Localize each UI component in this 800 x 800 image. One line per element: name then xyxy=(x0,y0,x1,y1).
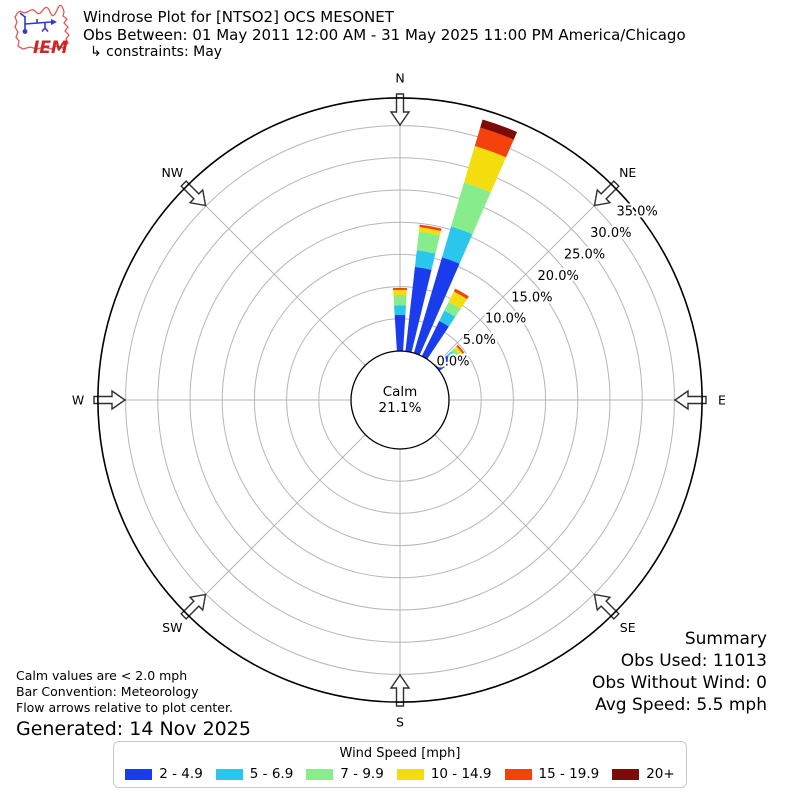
windrose-bar-segment xyxy=(453,288,469,300)
legend-entry: 5 - 6.9 xyxy=(215,766,294,782)
legend-label: 7 - 9.9 xyxy=(340,766,384,782)
legend-entry: 15 - 19.9 xyxy=(504,766,600,782)
windrose-bar-segment xyxy=(405,266,432,353)
compass-label-NE: NE xyxy=(619,165,636,180)
note-arrows: Flow arrows relative to plot center. xyxy=(16,700,233,715)
grid-spoke-SE xyxy=(434,434,614,614)
plot-constraints: ↳ constraints: May xyxy=(90,44,223,60)
legend-label: 20+ xyxy=(646,766,675,782)
windrose-bar-segment xyxy=(421,320,449,360)
legend-swatch xyxy=(504,768,532,780)
windrose-bar-segment xyxy=(416,231,440,254)
windrose-bar-segment xyxy=(474,127,514,158)
legend-swatch xyxy=(612,768,640,780)
grid-spoke-SW xyxy=(186,434,366,614)
notes: Calm values are < 2.0 mph Bar Convention… xyxy=(16,668,251,741)
windrose-bar-segment xyxy=(414,250,436,270)
legend-entry: 2 - 4.9 xyxy=(125,766,203,782)
summary-title: Summary xyxy=(684,629,767,649)
legend-swatch xyxy=(306,768,334,780)
ring-label: 5.0% xyxy=(463,333,496,348)
legend-entries: 2 - 4.9 5 - 6.9 7 - 9.9 10 - 14.9 15 - 19.9 2… xyxy=(114,766,686,782)
ring-label: 30.0% xyxy=(590,226,631,241)
summary-obs-without-wind: Obs Without Wind: 0 xyxy=(592,673,767,693)
wind-speed-legend: Wind Speed [mph] 2 - 4.9 5 - 6.9 7 - 9.9 10… xyxy=(113,741,687,788)
windrose-bar-segment xyxy=(451,348,461,358)
compass-label-E: E xyxy=(718,393,726,408)
flow-arrow-S xyxy=(389,673,411,707)
legend-label: 2 - 4.9 xyxy=(159,766,203,782)
summary-block: Summary Obs Used: 11013 Obs Without Wind… xyxy=(592,628,767,716)
flow-arrow-SW xyxy=(180,593,207,620)
plot-boundary-circle xyxy=(97,97,703,703)
windrose-bar-segment xyxy=(394,314,406,352)
windrose-bar-segment xyxy=(464,146,506,193)
ring-label: 10.0% xyxy=(485,312,526,327)
windrose-bar-segment xyxy=(480,119,518,140)
windrose-bar-segment xyxy=(451,182,491,235)
windrose-bar-segment xyxy=(393,289,407,296)
note-convention: Bar Convention: Meteorology xyxy=(16,684,199,699)
ring-label: 15.0% xyxy=(511,290,552,305)
iowa-outline xyxy=(14,4,70,50)
flow-arrow-W xyxy=(93,389,127,411)
windrose-bar-segment xyxy=(418,227,441,236)
windrose-bar-segment xyxy=(392,287,408,291)
summary-obs-used: Obs Used: 11013 xyxy=(620,651,767,671)
summary-avg-speed: Avg Speed: 5.5 mph xyxy=(595,695,767,715)
calm-value: 21.1% xyxy=(379,400,422,416)
plot-title: Windrose Plot for [NTSO2] OCS MESONET xyxy=(83,8,394,26)
windrose-bar-segment xyxy=(456,344,465,354)
ring-label: 20.0% xyxy=(538,269,579,284)
flow-arrow-N xyxy=(389,93,411,127)
generated-timestamp: Generated: 14 Nov 2025 xyxy=(16,718,251,740)
legend-entry: 10 - 14.9 xyxy=(396,766,492,782)
grid-spoke-NE xyxy=(434,186,614,366)
compass-label-NW: NW xyxy=(161,165,183,180)
legend-label: 15 - 19.9 xyxy=(538,766,600,782)
windrose-bar-segment xyxy=(393,294,407,306)
windrose-bar-segment xyxy=(439,310,456,327)
flow-arrow-SE xyxy=(593,593,620,620)
legend-entry: 7 - 9.9 xyxy=(306,766,384,782)
windrose-bar-segment xyxy=(394,305,406,316)
windrose-bar-segment xyxy=(446,351,458,362)
note-calm: Calm values are < 2.0 mph xyxy=(16,668,188,683)
legend-swatch xyxy=(396,768,424,780)
legend-title: Wind Speed [mph] xyxy=(339,746,461,761)
windrose-bar-segment xyxy=(442,226,473,264)
legend-entry: 20+ xyxy=(612,766,675,782)
compass-label-SE: SE xyxy=(620,620,636,635)
flow-arrow-NE xyxy=(593,180,620,207)
iem-logo: IEM xyxy=(14,4,70,58)
legend-swatch xyxy=(215,768,243,780)
legend-label: 5 - 6.9 xyxy=(249,766,294,782)
calm-label: Calm xyxy=(383,384,418,400)
windrose-bar-segment xyxy=(448,291,468,309)
header: Windrose Plot for [NTSO2] OCS MESONET Ob… xyxy=(83,8,686,61)
windrose-bar-segment xyxy=(454,346,463,356)
flow-arrow-NW xyxy=(180,180,207,207)
legend-swatch xyxy=(125,768,153,780)
grid-spoke-NW xyxy=(186,186,366,366)
windrose-bar-segment xyxy=(435,355,452,371)
calm-circle xyxy=(350,350,450,450)
plot-subtitle: Obs Between: 01 May 2011 12:00 AM - 31 M… xyxy=(83,26,686,44)
compass-label-W: W xyxy=(72,393,84,408)
windrose-bar-segment xyxy=(413,257,460,356)
weather-vane-icon xyxy=(19,12,57,34)
compass-label-SW: SW xyxy=(162,620,182,635)
windrose-bar-segment xyxy=(444,301,461,317)
ring-label: 0.0% xyxy=(436,355,469,370)
ring-label: 25.0% xyxy=(564,248,605,263)
legend-label: 10 - 14.9 xyxy=(430,766,492,782)
compass-label-N: N xyxy=(395,71,404,86)
ring-label: 35.0% xyxy=(616,205,657,220)
iem-logo-text: IEM xyxy=(33,38,68,58)
windrose-bar-segment xyxy=(419,224,442,231)
compass-label-S: S xyxy=(396,715,404,730)
flow-arrow-E xyxy=(673,389,707,411)
